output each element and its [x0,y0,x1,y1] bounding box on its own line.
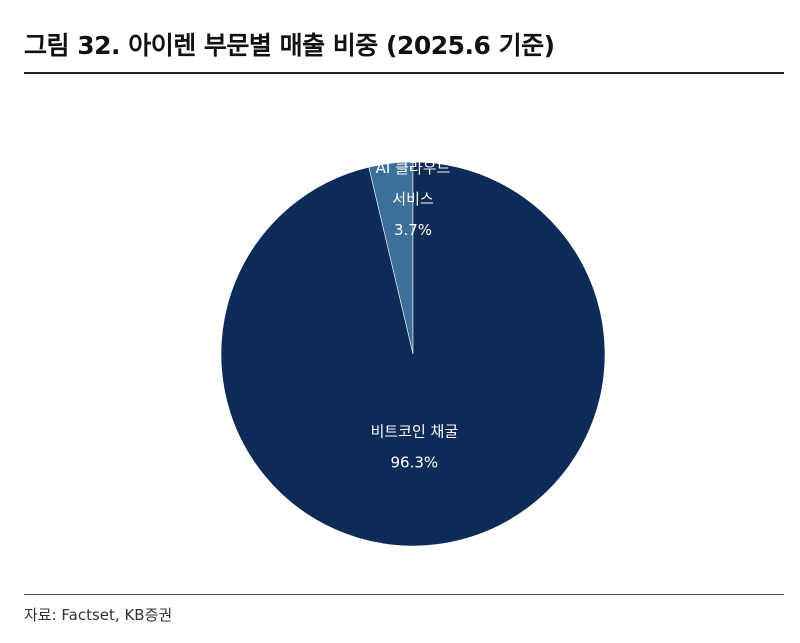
slice-label-0-line-1: 서비스 [392,190,434,208]
pie-slices [220,161,606,547]
slice-label-1-line-0: 비트코인 채굴 [371,423,459,441]
slice-value-label-1: 96.3% [391,454,439,472]
source-note: 자료: Factset, KB증권 [24,606,173,624]
slice-label-0-line-0: AI 클라우드 [376,159,451,177]
slice-value-label-0: 3.7% [394,221,432,239]
title-divider [24,72,784,74]
pie-slice-1 [220,161,606,547]
chart-title: 그림 32. 아이렌 부문별 매출 비중 (2025.6 기준) [24,31,555,60]
footer-divider [24,594,784,595]
